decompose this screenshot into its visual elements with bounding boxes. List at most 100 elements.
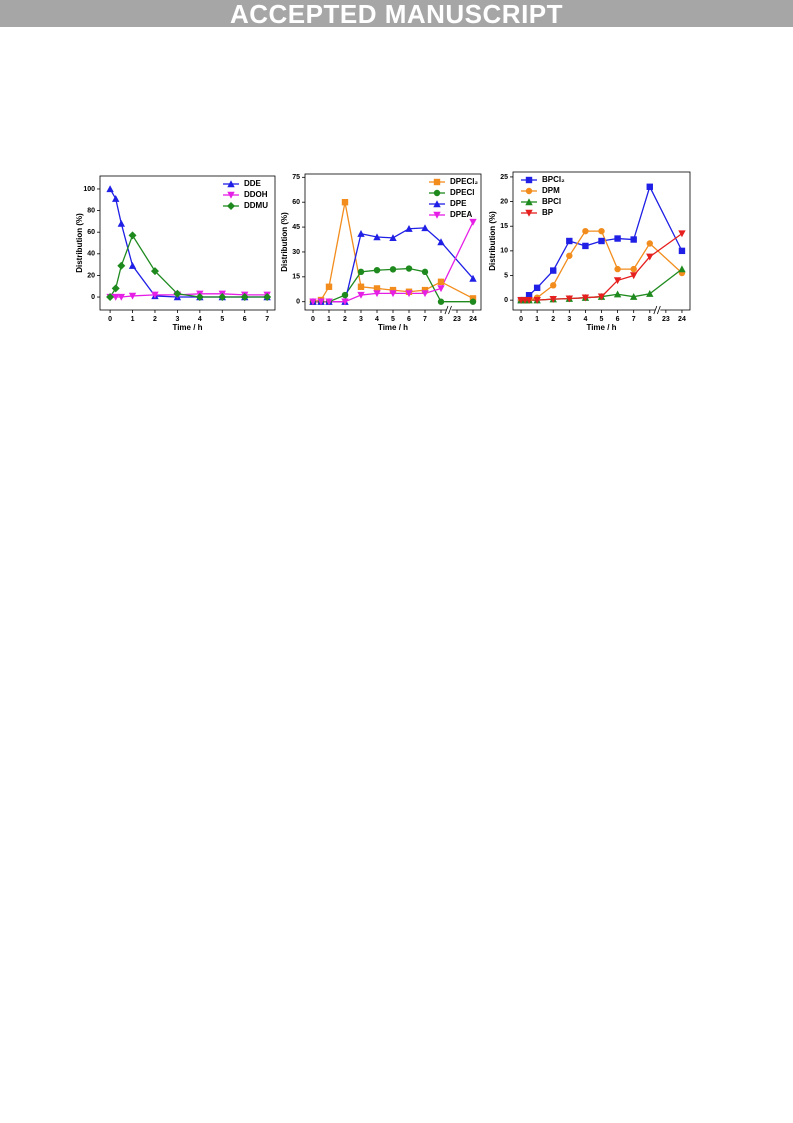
y-tick-label: 100: [83, 186, 95, 193]
marker: [614, 235, 621, 242]
marker: [325, 283, 333, 290]
marker: [678, 265, 686, 273]
x-axis-label: Time / h: [172, 323, 202, 332]
legend-label: DPM: [542, 186, 560, 195]
marker: [598, 237, 605, 245]
legend-label: DPECl₂: [450, 177, 478, 186]
marker: [646, 253, 654, 261]
marker: [437, 298, 445, 305]
x-tick-label: 23: [453, 316, 461, 323]
marker: [325, 298, 333, 306]
x-tick-label: 2: [551, 316, 555, 323]
axis-break-mark: [656, 305, 661, 315]
y-axis-label: Distribution (%): [280, 212, 289, 272]
x-tick-label: 4: [198, 316, 202, 323]
marker: [566, 252, 573, 259]
axis-break-mark: [444, 305, 449, 315]
legend-label: DPEA: [450, 210, 472, 219]
y-tick-label: 15: [500, 223, 508, 230]
marker: [373, 290, 381, 298]
legend-label: DDOH: [244, 190, 268, 199]
legend-label: BPCl₂: [542, 175, 565, 184]
y-tick-label: 10: [500, 248, 508, 255]
marker: [128, 292, 137, 300]
marker: [357, 268, 365, 276]
x-tick-label: 24: [469, 316, 477, 323]
x-axis-label: Time / h: [378, 323, 408, 332]
x-tick-label: 5: [600, 316, 604, 323]
marker: [525, 176, 533, 184]
marker: [150, 267, 159, 276]
marker: [629, 272, 638, 280]
x-tick-label: 5: [220, 316, 224, 323]
marker: [433, 200, 441, 208]
marker: [533, 296, 541, 304]
marker: [117, 293, 126, 301]
marker: [240, 293, 249, 302]
marker: [469, 298, 477, 305]
marker: [227, 202, 235, 210]
marker: [525, 296, 533, 304]
x-tick-label: 8: [439, 316, 443, 323]
x-tick-label: 3: [175, 316, 179, 323]
x-tick-label: 0: [311, 316, 315, 323]
marker: [341, 198, 349, 206]
y-tick-label: 75: [292, 174, 300, 181]
series-line: [109, 233, 268, 298]
marker: [646, 290, 654, 297]
marker: [373, 285, 381, 292]
marker: [525, 198, 533, 206]
x-tick-label: 2: [153, 316, 157, 323]
legend-label: BPCl: [542, 197, 561, 206]
marker: [646, 183, 653, 190]
marker: [549, 295, 557, 303]
marker: [437, 285, 445, 293]
marker: [550, 267, 557, 274]
marker: [469, 218, 477, 226]
marker: [389, 290, 397, 298]
marker: [317, 298, 325, 306]
marker: [341, 291, 349, 299]
marker: [106, 185, 114, 193]
legend-label: BP: [542, 208, 554, 217]
x-tick-label: 7: [632, 316, 636, 323]
marker: [533, 284, 541, 292]
y-tick-label: 30: [292, 249, 300, 256]
x-tick-label: 7: [423, 316, 427, 323]
x-tick-label: 8: [648, 316, 652, 323]
marker: [525, 292, 533, 299]
marker: [646, 240, 653, 247]
x-tick-label: 23: [662, 316, 670, 323]
plot-frame: [99, 175, 276, 311]
marker: [373, 266, 381, 274]
marker: [630, 265, 637, 273]
marker: [614, 265, 621, 273]
y-axis-label: Distribution (%): [75, 213, 84, 273]
marker: [629, 292, 638, 300]
axis-break-gap: [655, 307, 661, 313]
marker: [613, 290, 622, 298]
marker: [357, 230, 365, 237]
marker: [111, 284, 120, 293]
marker: [309, 298, 317, 306]
y-tick-label: 20: [87, 272, 95, 279]
marker: [421, 286, 429, 294]
marker: [341, 298, 349, 306]
legend-label: DPE: [450, 199, 467, 208]
legend-label: DDMU: [244, 201, 268, 210]
y-tick-label: 0: [296, 299, 300, 306]
marker: [112, 194, 120, 202]
marker: [566, 237, 573, 245]
marker: [421, 224, 429, 232]
marker: [597, 293, 606, 301]
marker: [678, 247, 686, 255]
x-tick-label: 6: [243, 316, 247, 323]
marker: [598, 227, 605, 235]
x-axis-label: Time / h: [586, 323, 616, 332]
x-tick-label: 1: [535, 316, 539, 323]
marker: [469, 274, 477, 282]
y-tick-label: 60: [292, 199, 300, 206]
marker: [106, 293, 115, 302]
